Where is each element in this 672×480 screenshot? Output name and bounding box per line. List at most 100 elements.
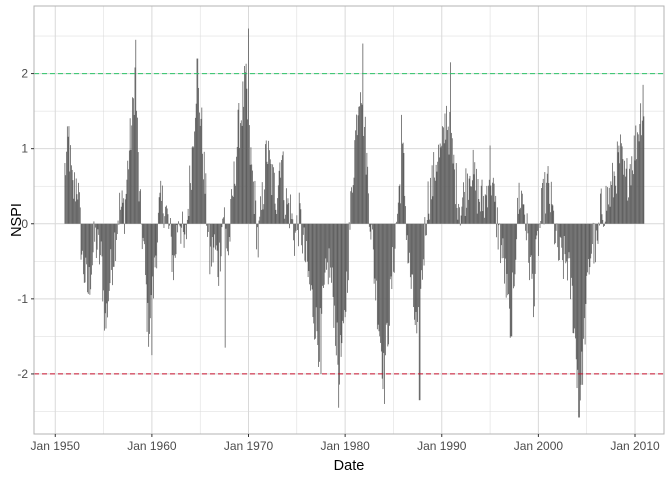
bar	[438, 144, 439, 224]
bar	[126, 179, 128, 224]
bar	[532, 223, 534, 274]
bar	[239, 147, 241, 224]
bar	[475, 190, 476, 224]
bar	[598, 222, 600, 224]
bar	[533, 223, 534, 318]
bar	[317, 223, 319, 346]
bar	[455, 163, 457, 224]
bar	[479, 201, 480, 224]
bar	[226, 223, 228, 249]
bar	[174, 223, 175, 256]
bar	[642, 84, 644, 224]
bar	[98, 223, 100, 235]
bar	[121, 190, 123, 224]
bar	[182, 211, 183, 224]
bar	[172, 223, 174, 256]
bar	[550, 181, 552, 224]
bar	[527, 223, 529, 234]
bar	[369, 223, 371, 232]
bar	[397, 202, 399, 224]
bar	[84, 223, 86, 283]
bar	[155, 223, 157, 256]
bar	[367, 166, 369, 224]
bar	[88, 223, 90, 268]
bar	[97, 223, 99, 230]
x-tick-label: Jan 2000	[514, 439, 564, 453]
bar	[492, 182, 493, 224]
bar	[561, 223, 563, 248]
bar	[503, 223, 505, 258]
bar	[505, 223, 507, 298]
bar	[386, 223, 388, 323]
bar	[545, 213, 547, 224]
bar	[335, 223, 337, 356]
bar	[277, 185, 279, 224]
bar	[138, 201, 140, 224]
bar	[370, 223, 372, 240]
bar	[315, 223, 317, 308]
bar	[362, 43, 364, 224]
x-tick-label: Jan 1950	[31, 439, 81, 453]
bar	[573, 223, 575, 334]
bar	[562, 223, 563, 261]
bar	[604, 221, 606, 224]
bar	[96, 223, 98, 250]
bar	[597, 223, 599, 244]
bar	[72, 180, 74, 224]
bar	[636, 159, 638, 224]
y-axis-ticks: -2 -1 0 1 2	[17, 67, 34, 381]
bar	[325, 223, 327, 259]
bar	[286, 204, 288, 224]
bar	[137, 117, 138, 224]
bar	[178, 223, 180, 225]
bar	[323, 223, 325, 285]
bar	[467, 199, 469, 224]
bar	[99, 223, 101, 256]
bar	[587, 223, 589, 260]
bar	[593, 223, 595, 264]
bar	[461, 206, 463, 224]
bar	[67, 136, 69, 224]
bar	[308, 223, 310, 272]
bar	[444, 113, 446, 224]
bar	[591, 223, 593, 245]
bar	[502, 223, 504, 239]
bar	[591, 223, 592, 254]
bar	[163, 223, 165, 228]
x-tick-label: Jan 1960	[127, 439, 177, 453]
bar	[394, 223, 396, 249]
bar	[314, 223, 316, 339]
y-tick-label: -2	[17, 367, 28, 381]
bar	[537, 223, 538, 231]
bar	[540, 220, 542, 224]
bar	[436, 171, 438, 224]
bar	[606, 210, 608, 224]
bar	[149, 223, 150, 334]
bar	[255, 200, 257, 224]
bar	[517, 213, 519, 224]
bar	[236, 156, 237, 224]
bar	[396, 221, 398, 224]
bar	[204, 193, 206, 224]
bar	[297, 223, 299, 231]
bar	[376, 223, 377, 281]
bar	[294, 223, 295, 256]
bar	[477, 179, 479, 224]
bar	[551, 204, 553, 224]
bar	[318, 223, 319, 367]
bar	[459, 223, 461, 226]
bar	[211, 223, 212, 267]
x-axis-ticks: Jan 1950 Jan 1960 Jan 1970 Jan 1980 Jan 1990…	[31, 434, 660, 453]
bar	[621, 146, 623, 224]
bar	[488, 179, 490, 224]
bar	[153, 223, 155, 258]
bar	[339, 223, 340, 385]
bar	[178, 221, 179, 224]
bar	[404, 195, 406, 224]
bar	[423, 223, 425, 266]
bar	[165, 205, 167, 224]
bar	[164, 216, 166, 224]
bar	[184, 223, 186, 235]
bar	[406, 223, 408, 236]
bar	[439, 143, 441, 224]
